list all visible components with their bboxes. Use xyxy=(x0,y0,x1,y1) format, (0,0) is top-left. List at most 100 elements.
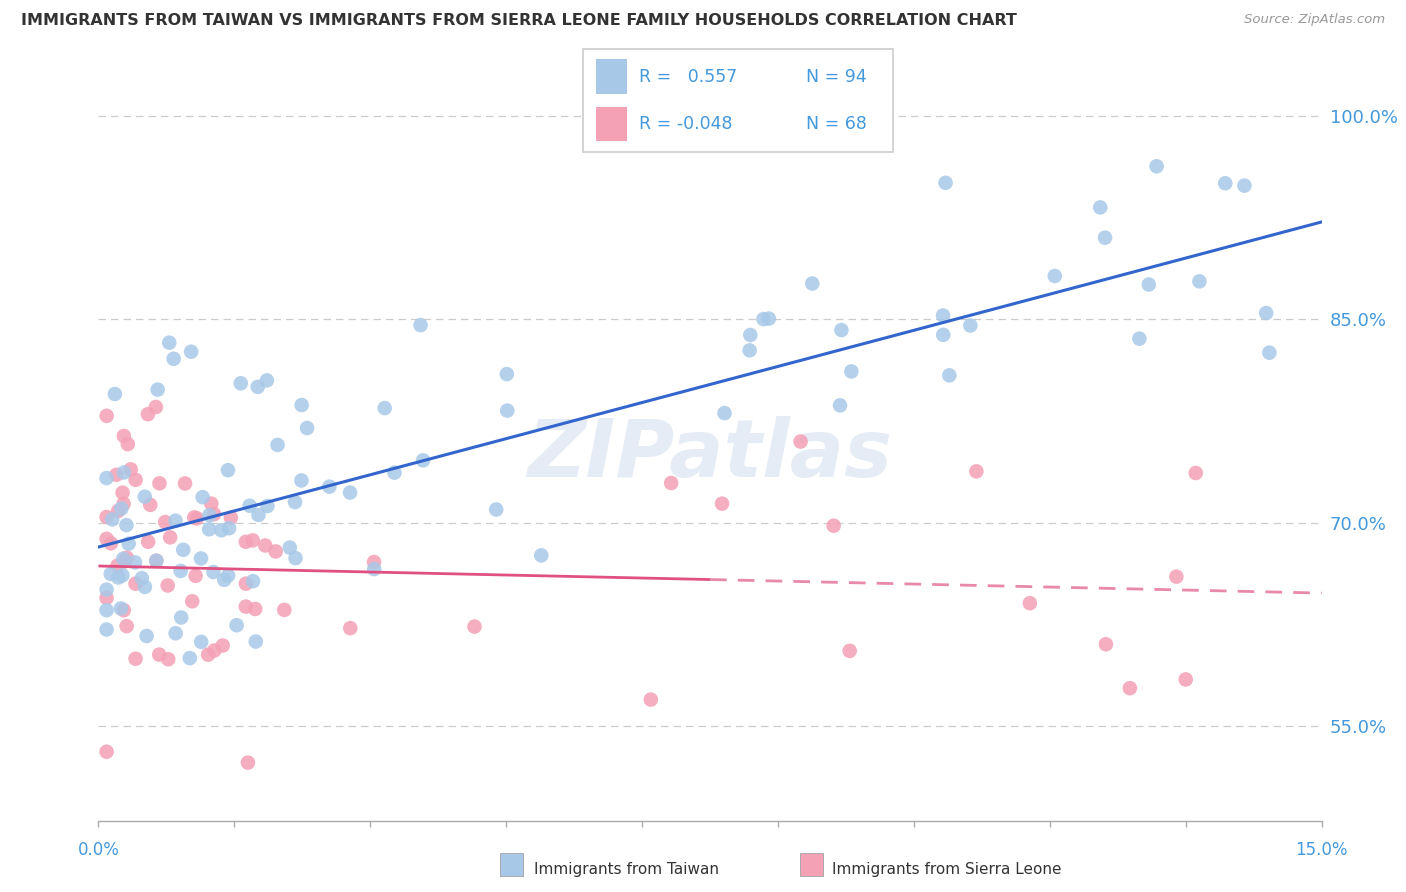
Point xyxy=(1043,268,1066,283)
Point xyxy=(172,542,194,557)
Point xyxy=(153,515,176,529)
Point xyxy=(112,497,135,511)
Point xyxy=(136,534,159,549)
Point xyxy=(1095,637,1118,651)
Point xyxy=(273,603,295,617)
Point xyxy=(264,544,287,558)
Point xyxy=(711,497,734,511)
Point xyxy=(823,518,845,533)
Point xyxy=(235,534,257,549)
Point xyxy=(247,508,270,522)
Point xyxy=(110,501,132,516)
Point xyxy=(485,502,508,516)
Point xyxy=(202,507,225,521)
Point xyxy=(107,504,129,518)
Point xyxy=(932,327,955,342)
Point xyxy=(384,466,406,480)
Point xyxy=(266,438,288,452)
Point xyxy=(112,429,135,443)
Point xyxy=(96,745,118,759)
Point xyxy=(1146,159,1168,173)
Point xyxy=(339,485,361,500)
Point xyxy=(112,466,135,480)
Point xyxy=(1094,230,1116,244)
Point xyxy=(96,532,118,546)
Point xyxy=(211,639,233,653)
Text: R = -0.048: R = -0.048 xyxy=(640,115,733,133)
Point xyxy=(290,474,312,488)
Point xyxy=(495,367,517,381)
Point xyxy=(134,490,156,504)
Point xyxy=(157,335,180,350)
Point xyxy=(96,409,118,423)
Point xyxy=(1128,332,1150,346)
Y-axis label: Family Households: Family Households xyxy=(0,377,8,533)
Text: 15.0%: 15.0% xyxy=(1295,841,1348,859)
Point xyxy=(1258,345,1281,359)
Point xyxy=(242,533,264,548)
Point xyxy=(374,401,396,416)
Point xyxy=(243,602,266,616)
Point xyxy=(115,518,138,533)
Point xyxy=(640,692,662,706)
Point xyxy=(828,398,851,412)
Point xyxy=(740,328,762,343)
Point xyxy=(145,554,167,568)
Point xyxy=(101,512,124,526)
Point xyxy=(100,536,122,550)
Point xyxy=(115,550,138,565)
Point xyxy=(96,471,118,485)
Point xyxy=(124,651,146,665)
Point xyxy=(738,343,761,358)
FancyBboxPatch shape xyxy=(583,49,893,152)
Point xyxy=(219,510,242,524)
Point xyxy=(1184,466,1206,480)
Point xyxy=(156,578,179,592)
Point xyxy=(236,756,259,770)
Point xyxy=(218,521,240,535)
Point xyxy=(104,387,127,401)
Point xyxy=(100,566,122,581)
Point xyxy=(659,475,682,490)
Point xyxy=(112,603,135,617)
Point xyxy=(965,464,987,478)
Point xyxy=(134,580,156,594)
Point xyxy=(190,551,212,566)
Point xyxy=(148,648,170,662)
Point xyxy=(1019,596,1042,610)
Point xyxy=(217,463,239,477)
Point xyxy=(200,497,222,511)
Point xyxy=(107,558,129,573)
Point xyxy=(1174,673,1197,687)
Point xyxy=(184,569,207,583)
Point xyxy=(758,311,780,326)
Point xyxy=(278,541,301,555)
Point xyxy=(145,400,167,414)
Point xyxy=(179,651,201,665)
Point xyxy=(830,323,852,337)
Point xyxy=(111,485,134,500)
Point xyxy=(191,490,214,504)
Point xyxy=(120,462,142,476)
Point xyxy=(256,499,278,513)
Point xyxy=(1256,306,1278,320)
Point xyxy=(135,629,157,643)
Point xyxy=(938,368,960,383)
Text: IMMIGRANTS FROM TAIWAN VS IMMIGRANTS FROM SIERRA LEONE FAMILY HOUSEHOLDS CORRELA: IMMIGRANTS FROM TAIWAN VS IMMIGRANTS FRO… xyxy=(21,13,1017,29)
Point xyxy=(713,406,735,420)
Point xyxy=(284,551,307,566)
Point xyxy=(124,473,146,487)
Point xyxy=(284,495,307,509)
Point xyxy=(212,573,235,587)
Text: Source: ZipAtlas.com: Source: ZipAtlas.com xyxy=(1244,13,1385,27)
Point xyxy=(363,562,385,576)
Point xyxy=(217,568,239,582)
Point xyxy=(209,523,232,537)
Text: Immigrants from Sierra Leone: Immigrants from Sierra Leone xyxy=(832,863,1062,877)
Point xyxy=(131,571,153,585)
Text: 0.0%: 0.0% xyxy=(77,841,120,859)
Point xyxy=(124,556,146,570)
Point xyxy=(246,380,269,394)
Point xyxy=(117,437,139,451)
Point xyxy=(295,421,318,435)
